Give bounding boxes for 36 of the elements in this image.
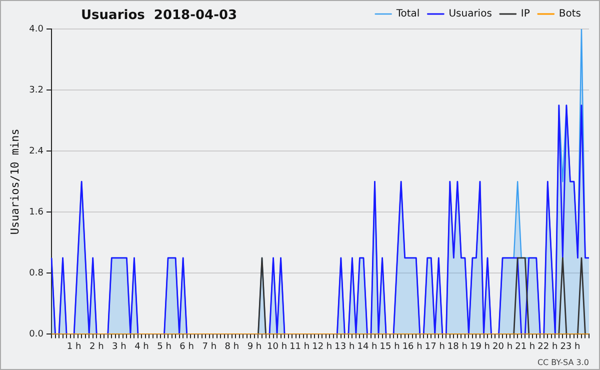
x-tick-label: 20 h [492, 342, 513, 352]
x-tick-label: 3 h [112, 342, 126, 352]
x-tick-label: 9 h [247, 342, 262, 352]
x-tick-label: 8 h [224, 342, 240, 352]
y-axis-title: Usuarios/10 mins [8, 128, 22, 235]
y-tick-label: 3.2 [29, 85, 44, 96]
x-tick-label: 11 h [290, 342, 310, 352]
legend-label: Bots [558, 8, 581, 20]
x-tick-label: 12 h [312, 342, 332, 352]
x-tick-label: 4 h [134, 342, 149, 352]
x-tick-label: 13 h [334, 342, 355, 352]
x-tick-label: 18 h [447, 342, 468, 352]
y-tick-label: 2.4 [29, 146, 44, 156]
x-tick-label: 19 h [470, 342, 490, 352]
x-tick-label: 23 h [560, 342, 580, 352]
y-tick-label: 1.6 [29, 207, 44, 218]
legend-label: Usuarios [448, 8, 492, 20]
x-tick-label: 21 h [515, 342, 536, 352]
x-tick-label: 14 h [357, 342, 378, 352]
x-tick-label: 6 h [180, 342, 194, 352]
x-tick-label: 22 h [538, 342, 558, 352]
x-tick-label: 15 h [380, 342, 400, 352]
y-tick-label: 0.0 [29, 330, 44, 340]
legend-label: Total [395, 8, 420, 20]
x-tick-label: 17 h [424, 342, 445, 352]
text: CC BY-SA 3.0 [537, 358, 589, 368]
x-tick-label: 7 h [202, 342, 217, 352]
legend-label: IP [520, 8, 530, 20]
y-tick-label: 4.0 [29, 24, 44, 34]
chart-title: Usuarios 2018-04-03 [81, 8, 238, 23]
x-tick-label: 16 h [402, 342, 422, 352]
x-tick-label: 2 h [89, 342, 104, 352]
x-tick-label: 10 h [267, 342, 288, 352]
x-tick-label: 1 h [66, 342, 82, 352]
y-tick-label: 0.8 [29, 268, 44, 279]
x-tick-label: 5 h [157, 342, 172, 352]
